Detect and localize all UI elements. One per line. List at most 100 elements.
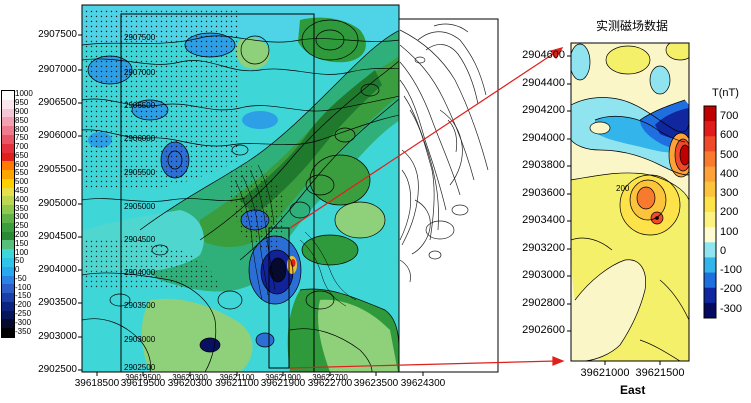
right-map-y-tick-label: 2902800 [522,297,565,309]
left-colorbar-swatch [2,152,14,162]
right-colorbar-swatch [704,227,716,243]
left-colorbar-swatch [2,240,14,250]
left-colorbar-swatch [2,301,14,312]
left-colorbar-label: 400 [15,194,29,204]
left-map-x-tick-label: 39622700 [307,378,353,389]
left-map-y-tick-label: 2903500 [38,297,77,308]
right-map-contour-label: 200 [616,184,630,193]
left-colorbar-label: 950 [15,98,29,108]
right-colorbar-swatch [704,136,716,152]
left-map-x-tick-label: 39618500 [74,378,120,389]
right-colorbar-swatch [704,121,716,137]
right-map-y-tick-label: 2903400 [522,214,565,226]
left-colorbar-swatch [2,99,14,110]
left-colorbar-label: 0 [15,265,20,275]
left-map-inner-x-label: 39619500 [125,373,161,382]
right-map-y-tick-label: 2902600 [522,324,565,336]
left-map-y-tick-label: 2906500 [38,97,77,108]
right-map-x-label: East [620,383,646,397]
left-colorbar-swatch [2,214,14,224]
right-colorbar-label: 200 [720,206,739,219]
left-colorbar-label: 600 [15,159,29,169]
right-colorbar-label: -300 [720,302,743,315]
left-map-inner-y-label: 2904500 [124,235,156,244]
right-map-field [571,43,689,361]
left-colorbar-label: 700 [15,142,29,152]
right-colorbar-swatch [704,287,716,304]
left-map-y-tick-label: 2904500 [38,231,77,242]
right-colorbar-frame [703,105,717,319]
left-map-inner-x-label: 39621900 [265,373,301,382]
left-map-y-tick-label: 2902500 [38,364,77,375]
right-colorbar-swatch [704,196,716,213]
right-colorbar-swatch [704,106,716,122]
left-colorbar-swatch [2,275,14,285]
right-colorbar-label: 400 [720,167,739,180]
left-colorbar-label: 450 [15,186,29,196]
right-map-x-tick-label: 39621000 [580,367,630,379]
right-map-y-tick-label: 2903000 [522,269,565,281]
left-colorbar-label: -150 [15,291,32,301]
right-map-y-tick-label: 2904000 [522,132,565,144]
right-colorbar-swatch [704,272,716,289]
right-colorbar-label: 0 [720,244,727,257]
left-colorbar-swatch [2,161,14,171]
left-colorbar-label: 300 [15,212,29,222]
left-colorbar-swatch [2,196,14,206]
left-colorbar-swatch [2,134,14,145]
left-map-y-tick-label: 2907000 [38,64,77,75]
right-map-y-tick-label: 2904600 [522,49,565,61]
left-colorbar-label: -50 [15,273,27,283]
right-colorbar-label: -100 [720,264,743,277]
right-map-y-tick-label: 2903200 [522,242,565,254]
contour-extension [398,18,499,373]
left-map-frame [81,4,400,373]
left-colorbar-label: 500 [15,177,29,187]
left-map-x-tick-label: 39621100 [215,378,259,389]
left-colorbar-swatch [2,205,14,215]
left-map-x-tick-label: 39620300 [167,378,213,389]
left-map-inner-y-label: 2907000 [124,68,156,77]
left-colorbar-swatch [2,108,14,118]
left-colorbar-label: -350 [15,326,32,336]
left-colorbar-label: 550 [15,168,29,178]
left-colorbar-swatch [2,143,14,153]
left-colorbar-swatch [2,187,14,197]
right-map-y-tick-label: 2903600 [522,187,565,199]
left-map-y-tick-label: 2907500 [38,29,77,40]
left-colorbar-label: 800 [15,124,29,134]
right-colorbar-label: -200 [720,283,743,296]
left-map-inner-y-label: 2906000 [124,134,156,143]
right-map-frame [570,42,690,362]
left-colorbar-swatch [2,284,14,294]
left-map-y-tick-label: 2904000 [38,264,77,275]
left-colorbar-label: -200 [15,300,32,310]
left-map-x-tick-label: 39621900 [260,378,306,389]
left-map-inner-y-label: 2902500 [124,363,156,372]
left-colorbar-label: 350 [15,203,29,213]
left-colorbar-swatch [2,310,14,320]
left-colorbar-label: 250 [15,221,29,231]
left-map-ticks [78,34,424,376]
left-colorbar-label: 200 [15,229,29,239]
right-colorbar-label: 500 [720,148,739,161]
left-map-inner-y-label: 2903000 [124,335,156,344]
right-colorbar-swatch [704,242,716,258]
left-colorbar: 1000 950 900 850 800 750 700 650 600 550 500 450 400… [0,88,44,340]
left-map-inner-x-label: 39621100 [219,373,255,382]
right-colorbar-swatch [704,166,716,183]
left-colorbar-swatch [2,231,14,241]
left-colorbar-label: 650 [15,150,29,160]
left-map-y-tick-label: 2903000 [38,331,77,342]
left-colorbar-swatch [2,293,14,303]
right-colorbar-label: 100 [720,225,739,238]
left-colorbar-swatch [2,91,14,101]
left-colorbar-label: -300 [15,317,32,327]
left-colorbar-label: 750 [15,133,29,143]
left-colorbar-swatch [2,328,14,338]
left-colorbar-swatch [2,170,14,180]
left-map-y-tick-label: 2905500 [38,164,77,175]
left-map-field [82,5,399,372]
left-map-y-tick-label: 2905000 [38,198,77,209]
left-colorbar-swatch [2,266,14,276]
